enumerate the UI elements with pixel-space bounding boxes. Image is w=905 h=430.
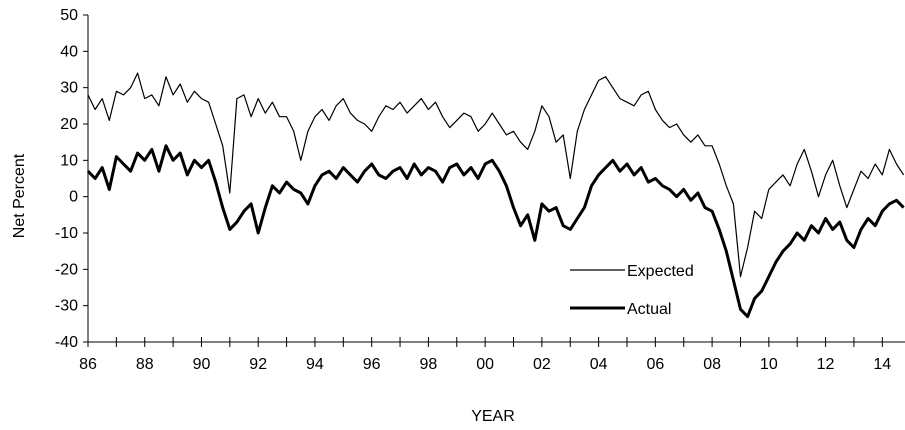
y-tick-label: 40 [60, 43, 78, 60]
x-tick-label: 86 [79, 356, 97, 373]
x-tick-label: 98 [420, 356, 438, 373]
y-tick-label: 20 [60, 116, 78, 133]
x-tick-label: 04 [590, 356, 608, 373]
x-tick-label: 00 [476, 356, 494, 373]
y-tick-label: -20 [55, 261, 78, 278]
y-axis-title: Net Percent [11, 153, 28, 238]
x-tick-label: 08 [703, 356, 721, 373]
y-tick-label: -40 [55, 334, 78, 351]
legend-label-expected: Expected [627, 263, 694, 280]
legend-label-actual: Actual [627, 301, 671, 318]
x-tick-label: 12 [817, 356, 835, 373]
x-tick-label: 10 [760, 356, 778, 373]
x-tick-label: 06 [646, 356, 664, 373]
x-axis-title: YEAR [471, 408, 515, 425]
legend: Expected Actual [570, 263, 694, 318]
y-tick-label: 0 [69, 189, 78, 206]
y-tick-label: -30 [55, 298, 78, 315]
x-tick-label: 02 [533, 356, 551, 373]
y-tick-label: 10 [60, 152, 78, 169]
x-tick-label: 14 [873, 356, 891, 373]
y-axis-ticks: -40 -30 -20 -10 0 10 20 30 40 50 [55, 7, 88, 351]
x-tick-label: 96 [363, 356, 381, 373]
series-line-expected [87, 72, 905, 278]
series-layer [86, 72, 905, 319]
x-tick-label: 92 [249, 356, 267, 373]
series-line-actual [86, 144, 905, 319]
x-tick-label: 90 [193, 356, 211, 373]
x-tick-label: 88 [136, 356, 154, 373]
x-tick-label: 94 [306, 356, 324, 373]
y-tick-label: 50 [60, 7, 78, 24]
y-tick-label: 30 [60, 80, 78, 97]
y-tick-label: -10 [55, 225, 78, 242]
